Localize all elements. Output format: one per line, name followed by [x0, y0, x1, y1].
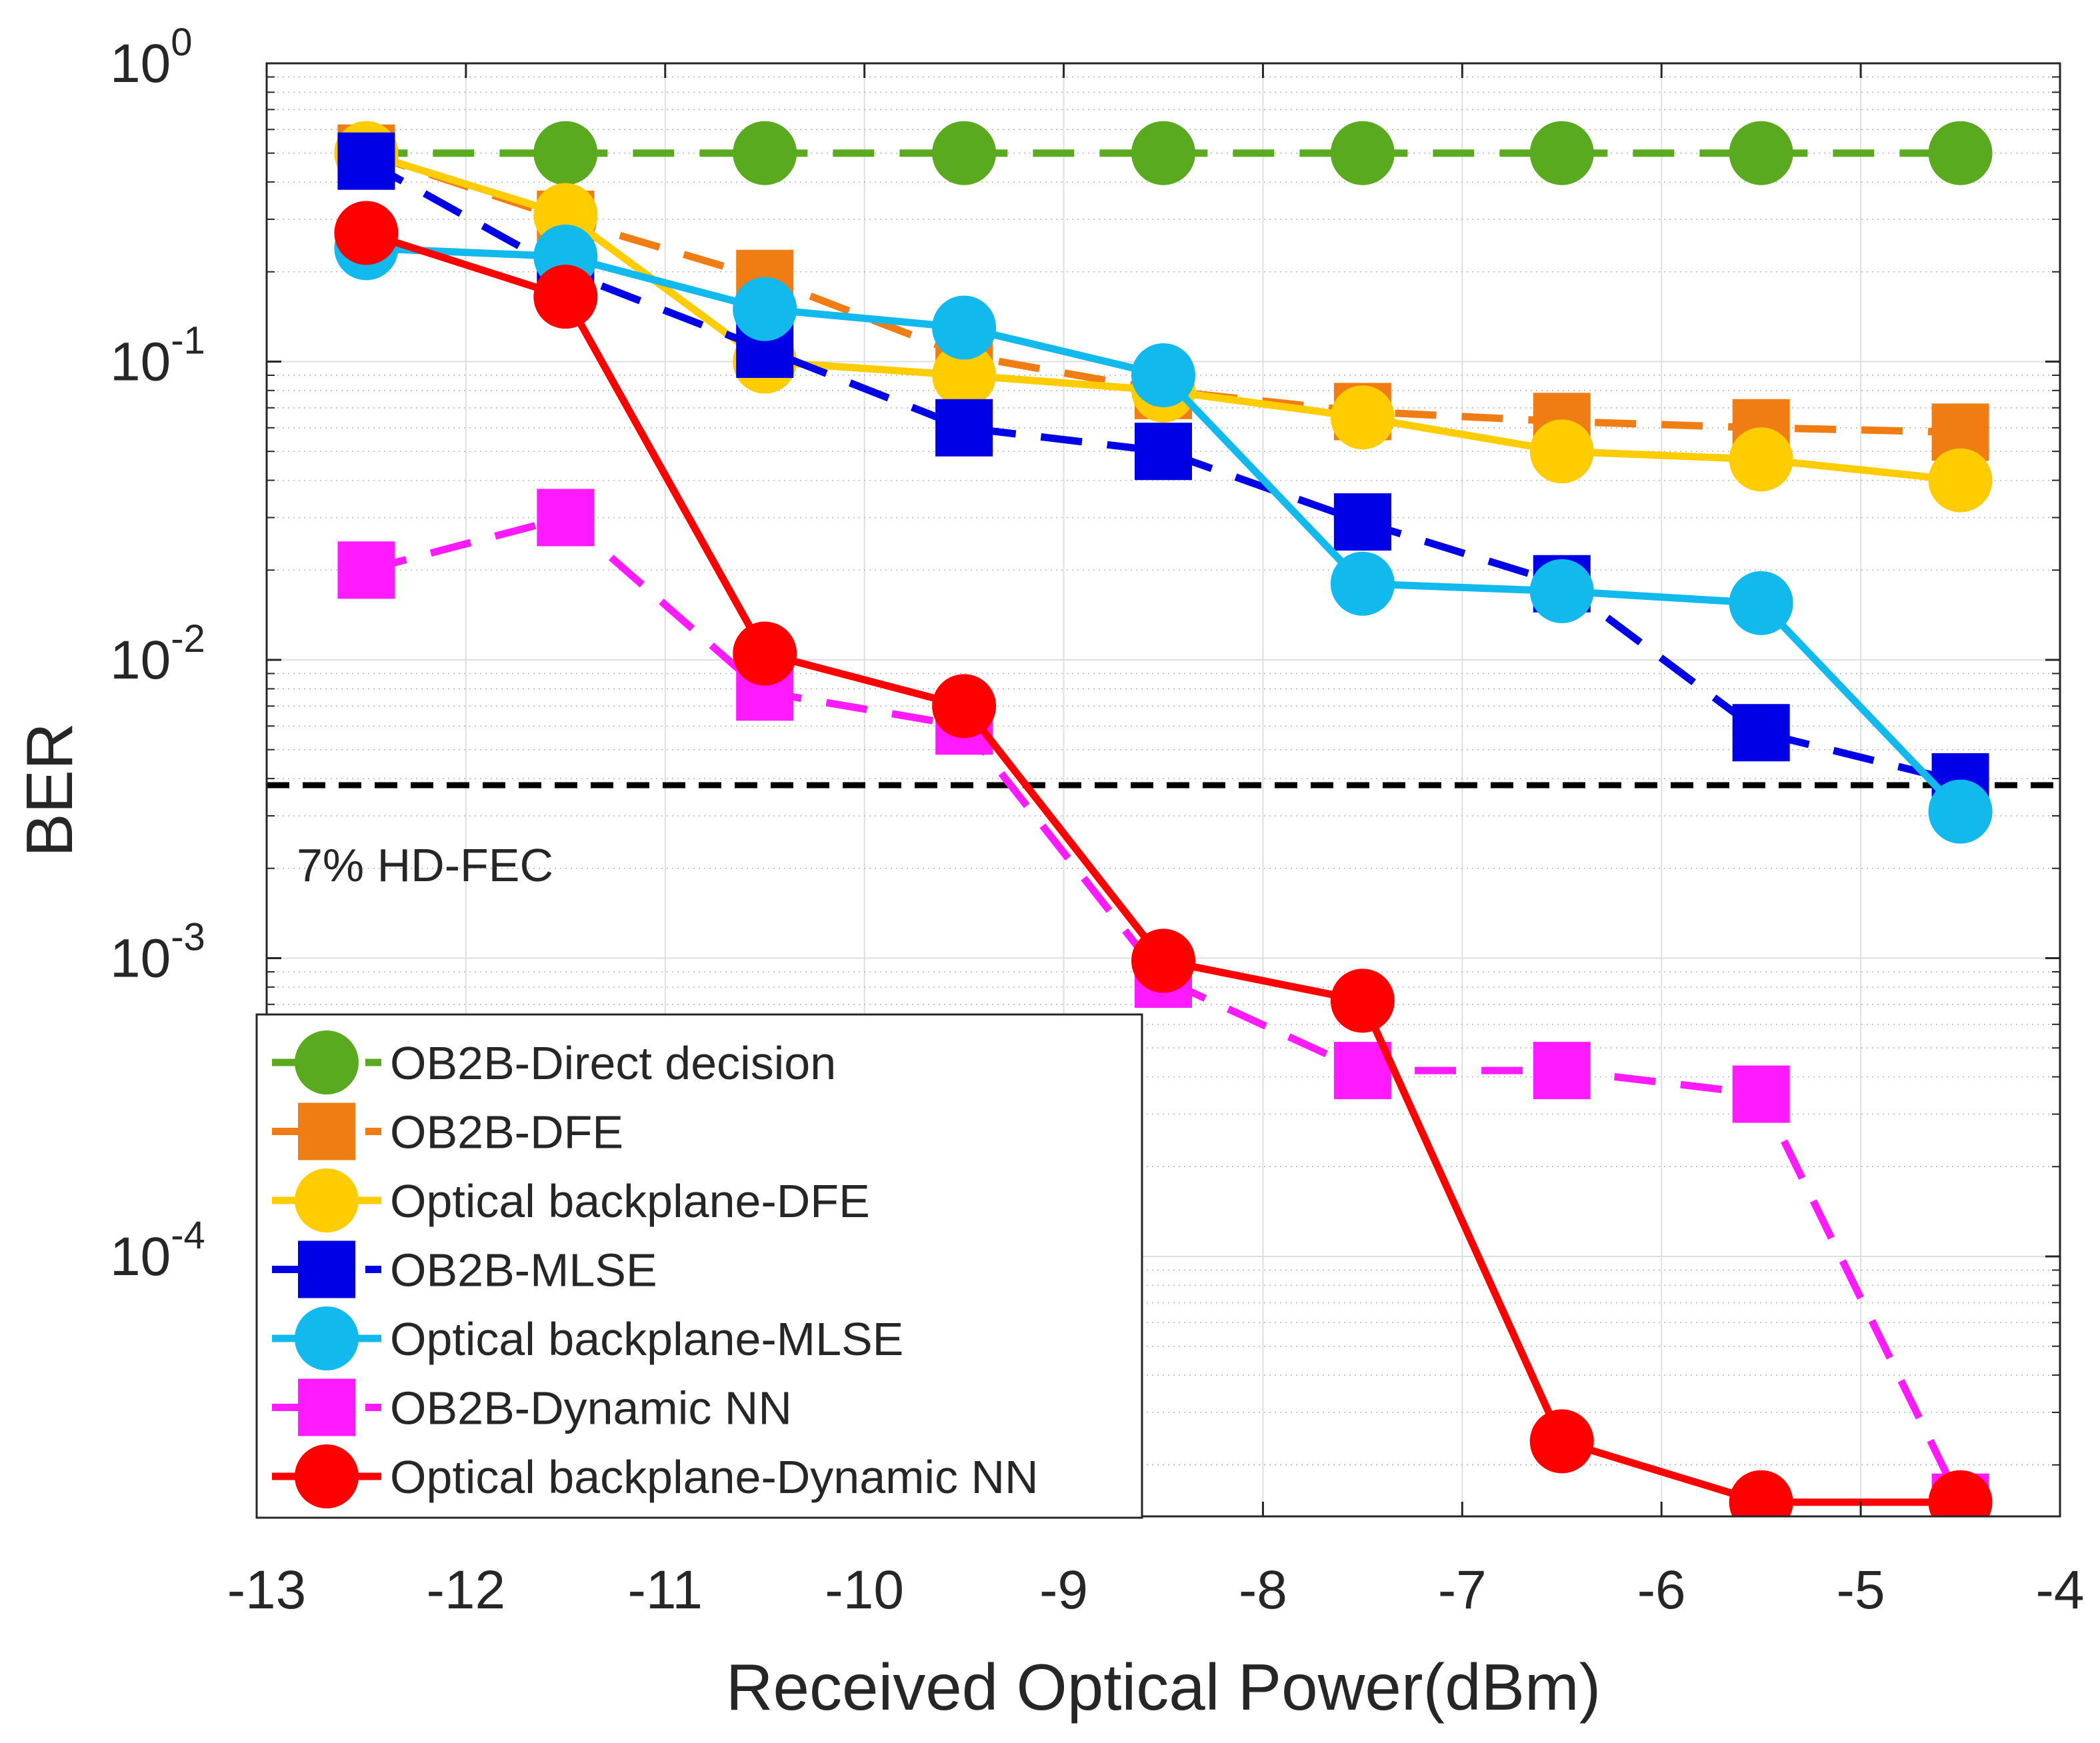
data-point [1529, 1409, 1594, 1474]
data-point [1330, 121, 1395, 185]
data-point [1131, 343, 1195, 407]
y-tick-base: 10 [110, 630, 171, 691]
data-point [932, 295, 997, 360]
y-tick-base: 10 [110, 33, 171, 94]
legend-entry: Optical backplane-DFE [272, 1168, 870, 1232]
data-point [1330, 968, 1395, 1033]
x-tick-label: -13 [227, 1560, 307, 1620]
y-tick-exponent: 0 [171, 21, 192, 64]
data-point [533, 121, 598, 185]
series-line [364, 157, 1961, 786]
series-5 [334, 216, 1993, 844]
legend-marker [295, 1030, 359, 1094]
y-tick-label: 100 [110, 21, 192, 94]
legend-marker [295, 1444, 359, 1508]
data-point [537, 489, 595, 547]
x-tick-label: -8 [1239, 1560, 1287, 1620]
legend-label: Optical backplane-MLSE [390, 1313, 903, 1365]
series-1 [334, 121, 1993, 185]
data-point [1529, 419, 1594, 484]
data-point [1729, 571, 1793, 635]
data-point [334, 201, 399, 265]
data-point [1928, 779, 1993, 844]
data-point [337, 541, 395, 599]
y-tick-label: 10-2 [110, 617, 205, 691]
plot-frame [265, 62, 2061, 1518]
y-tick-base: 10 [110, 332, 171, 393]
y-tick-label: 10-4 [110, 1214, 205, 1287]
legend-marker [298, 1102, 355, 1160]
data-point [932, 674, 997, 739]
data-point [932, 343, 997, 407]
y-tick-base: 10 [110, 1226, 171, 1287]
axis-ticks: -13 -12 -11 -10 -9 -8 -7 -6 -5 -410010-110-210-31… [110, 21, 2084, 1620]
data-point [1729, 1470, 1793, 1516]
data-point [932, 121, 997, 185]
data-point [1928, 121, 1993, 185]
legend-marker [295, 1306, 359, 1370]
y-axis-label: BER [13, 723, 86, 857]
data-point [733, 621, 797, 686]
legend-label: Optical backplane-DFE [390, 1175, 870, 1227]
x-tick-label: -7 [1438, 1560, 1487, 1620]
data-point [533, 265, 598, 329]
series-group [334, 121, 1993, 1516]
legend-label: OB2B-Dynamic NN [390, 1382, 792, 1434]
y-tick-exponent: -2 [171, 617, 205, 661]
x-tick-label: -5 [1837, 1560, 1885, 1620]
legend-marker [295, 1168, 359, 1232]
x-tick-label: -10 [825, 1560, 904, 1620]
data-point [1928, 1470, 1993, 1516]
data-point [1732, 704, 1790, 762]
series-7 [334, 201, 1993, 1516]
data-point [337, 132, 395, 190]
fec-threshold-label: 7% HD-FEC [297, 839, 553, 891]
data-point [1928, 448, 1993, 513]
series-line [365, 514, 1964, 1504]
legend-entry: OB2B-MLSE [272, 1240, 657, 1298]
data-point [1131, 121, 1195, 185]
data-point [1529, 559, 1594, 623]
data-point [1729, 121, 1793, 185]
data-point [1131, 928, 1195, 993]
legend-box [255, 1013, 1143, 1519]
x-tick-label: -11 [628, 1560, 703, 1620]
y-tick-exponent: -4 [171, 1214, 205, 1257]
data-point [733, 121, 797, 185]
legend-entry: OB2B-DFE [272, 1102, 623, 1160]
legend-label: OB2B-DFE [390, 1106, 623, 1158]
data-point [1333, 493, 1391, 551]
legend-entry: Optical backplane-MLSE [272, 1306, 903, 1370]
x-tick-label: -12 [427, 1560, 506, 1620]
data-point [935, 399, 993, 457]
data-point [1330, 551, 1395, 616]
y-tick-label: 10-1 [110, 319, 205, 393]
data-point [1135, 423, 1192, 481]
x-tick-label: -4 [2036, 1560, 2085, 1620]
x-tick-label: -9 [1039, 1560, 1088, 1620]
legend-label: OB2B-Direct decision [390, 1037, 836, 1089]
data-point [1330, 385, 1395, 450]
data-point [1732, 1065, 1790, 1123]
fec-threshold: 7% HD-FEC [267, 782, 2060, 891]
legend-marker [298, 1240, 355, 1298]
legend-label: OB2B-MLSE [390, 1244, 657, 1296]
y-tick-label: 10-3 [110, 916, 205, 989]
legend-entry: OB2B-Direct decision [272, 1030, 836, 1094]
x-axis-label: Received Optical Power(dBm) [726, 1650, 1601, 1724]
data-point [1529, 121, 1594, 185]
data-point [733, 277, 797, 341]
y-tick-base: 10 [110, 928, 171, 989]
legend: OB2B-Direct decision OB2B-DFE Optical back… [255, 1013, 1143, 1519]
data-point [1533, 1042, 1591, 1100]
data-point [1729, 427, 1793, 492]
x-tick-label: -6 [1637, 1560, 1686, 1620]
legend-label: Optical backplane-Dynamic NN [390, 1451, 1039, 1503]
legend-entry: OB2B-Dynamic NN [272, 1378, 792, 1436]
legend-entry: Optical backplane-Dynamic NN [272, 1444, 1039, 1508]
y-tick-exponent: -3 [171, 916, 205, 959]
y-tick-exponent: -1 [171, 319, 205, 363]
legend-marker [298, 1378, 355, 1436]
